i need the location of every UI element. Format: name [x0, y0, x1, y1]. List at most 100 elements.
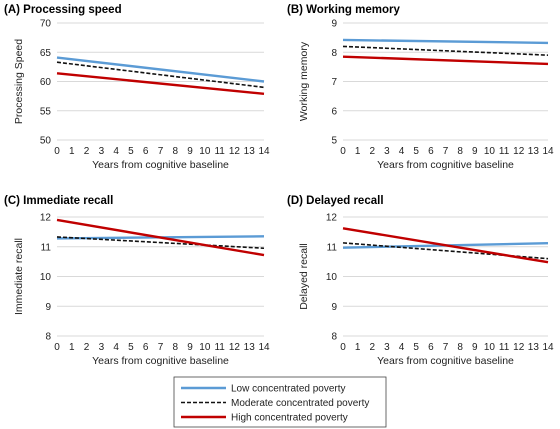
x-tick-label: 7	[443, 342, 449, 353]
x-tick-label: 1	[355, 342, 361, 353]
x-tick-label: 14	[542, 146, 554, 157]
x-tick-label: 2	[370, 146, 376, 157]
panel-title: (A) Processing speed	[4, 4, 122, 16]
x-tick-label: 8	[173, 342, 179, 353]
x-tick-label: 3	[384, 146, 390, 157]
y-tick-label: 11	[327, 242, 338, 253]
x-tick-label: 8	[457, 146, 463, 157]
y-tick-label: 55	[40, 106, 52, 117]
y-tick-label: 8	[331, 48, 337, 59]
x-tick-label: 8	[173, 146, 179, 157]
x-tick-label: 14	[258, 342, 270, 353]
y-tick-label: 8	[331, 332, 337, 343]
x-tick-label: 14	[542, 342, 554, 353]
legend-box	[173, 376, 387, 428]
x-tick-label: 11	[499, 342, 510, 353]
y-tick-label: 65	[40, 48, 52, 59]
x-tick-label: 10	[484, 342, 496, 353]
x-tick-label: 11	[214, 146, 225, 157]
x-tick-label: 5	[128, 146, 134, 157]
y-tick-label: 9	[331, 302, 337, 313]
y-tick-label: 5	[331, 136, 337, 147]
x-tick-label: 4	[399, 342, 405, 353]
x-tick-label: 1	[69, 146, 75, 157]
series-line-high-concentrated-poverty	[56, 218, 265, 257]
x-tick-label: 0	[340, 342, 346, 353]
x-tick-label: 1	[69, 342, 75, 353]
legend: Low concentrated poverty Moderate concent…	[173, 376, 387, 428]
y-axis-label: Processing Speed	[13, 39, 25, 124]
y-tick-label: 12	[326, 213, 338, 224]
x-tick-label: 11	[214, 342, 225, 353]
series-line-high-concentrated-poverty	[56, 72, 265, 95]
y-tick-label: 10	[40, 272, 52, 283]
panel-title: (B) Working memory	[287, 4, 400, 16]
x-tick-label: 2	[84, 146, 90, 157]
x-tick-label: 3	[99, 342, 105, 353]
y-tick-label: 60	[40, 77, 52, 88]
legend-label: Moderate concentrated poverty	[231, 398, 369, 409]
x-tick-label: 6	[143, 146, 149, 157]
series-line-moderate-concentrated-poverty	[342, 45, 549, 56]
x-tick-label: 13	[244, 342, 256, 353]
x-tick-label: 8	[457, 342, 463, 353]
panel-title: (C) Immediate recall	[4, 195, 113, 207]
x-axis-label: Years from cognitive baseline	[92, 159, 229, 171]
x-tick-label: 4	[113, 342, 119, 353]
y-tick-label: 10	[326, 272, 338, 283]
legend-label: High concentrated poverty	[231, 413, 348, 424]
x-tick-label: 9	[187, 342, 193, 353]
panel-title: (D) Delayed recall	[287, 195, 384, 207]
y-axis-label: Immediate recall	[13, 238, 25, 315]
y-tick-label: 12	[40, 213, 52, 224]
x-tick-label: 9	[472, 146, 478, 157]
x-tick-label: 10	[484, 146, 496, 157]
y-axis-label: Delayed recall	[298, 243, 310, 310]
legend-label: Low concentrated poverty	[231, 384, 346, 395]
x-tick-label: 12	[513, 342, 525, 353]
x-tick-label: 4	[113, 146, 119, 157]
series-line-moderate-concentrated-poverty	[56, 61, 265, 89]
series-line-low-concentrated-poverty	[56, 56, 265, 83]
y-tick-label: 50	[40, 136, 52, 147]
x-tick-label: 6	[428, 146, 434, 157]
x-axis-label: Years from cognitive baseline	[92, 355, 229, 367]
x-tick-label: 12	[229, 342, 241, 353]
x-tick-label: 14	[258, 146, 270, 157]
x-tick-label: 0	[54, 146, 60, 157]
x-tick-label: 11	[499, 146, 510, 157]
series-line-low-concentrated-poverty	[342, 38, 549, 45]
series-line-moderate-concentrated-poverty	[56, 236, 265, 250]
x-tick-label: 10	[199, 342, 211, 353]
x-axis-label: Years from cognitive baseline	[377, 355, 514, 367]
x-tick-label: 2	[84, 342, 90, 353]
x-tick-label: 5	[413, 342, 419, 353]
x-tick-label: 10	[199, 146, 211, 157]
y-tick-label: 9	[331, 19, 337, 30]
x-tick-label: 5	[128, 342, 134, 353]
x-tick-label: 4	[399, 146, 405, 157]
x-tick-label: 0	[54, 342, 60, 353]
x-tick-label: 3	[99, 146, 105, 157]
x-tick-label: 12	[513, 146, 525, 157]
y-axis-label: Working memory	[298, 41, 310, 121]
series-line-high-concentrated-poverty	[342, 227, 549, 264]
y-tick-label: 70	[40, 19, 52, 30]
y-tick-label: 11	[41, 242, 52, 253]
x-tick-label: 9	[187, 146, 193, 157]
series-line-high-concentrated-poverty	[342, 55, 549, 66]
x-tick-label: 1	[355, 146, 361, 157]
x-tick-label: 0	[340, 146, 346, 157]
x-tick-label: 6	[143, 342, 149, 353]
x-tick-label: 5	[413, 146, 419, 157]
x-tick-label: 13	[528, 342, 540, 353]
x-tick-label: 13	[528, 146, 540, 157]
y-tick-label: 8	[45, 332, 51, 343]
x-tick-label: 7	[158, 342, 164, 353]
x-tick-label: 12	[229, 146, 241, 157]
x-tick-label: 13	[244, 146, 256, 157]
